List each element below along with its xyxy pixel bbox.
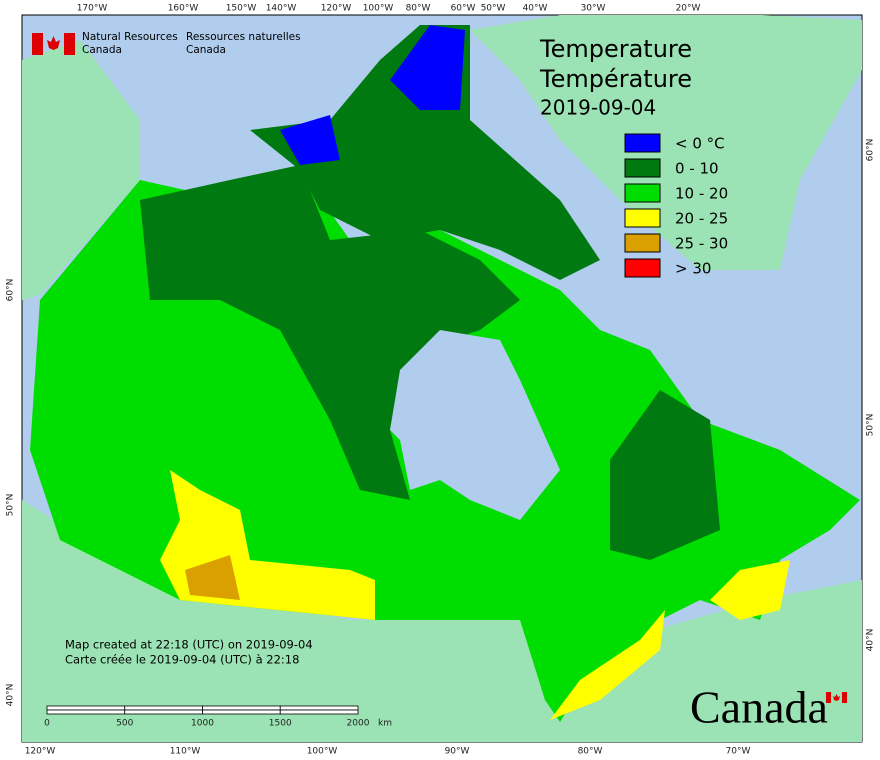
legend-label: < 0 °C [675, 135, 725, 153]
date: 2019-09-04 [540, 96, 656, 120]
graticule-label: 40°W [523, 4, 548, 14]
scale-bar: 0 500 1000 1500 2000 km [44, 705, 392, 729]
graticule-label: 140°W [266, 4, 297, 14]
graticule-label: 160°W [168, 4, 199, 14]
wordmark-flag [826, 692, 847, 703]
graticule-label: 50°W [481, 4, 506, 14]
scale-label: 2000 [347, 719, 370, 729]
legend-swatch [624, 233, 661, 253]
graticule-label: 170°W [77, 4, 108, 14]
graticule-label: 100°W [307, 747, 338, 757]
land [22, 15, 862, 742]
scale-segment [124, 709, 203, 715]
scale-segment [279, 709, 359, 715]
graticule-label: 110°W [170, 747, 201, 757]
scale-label: 0 [44, 719, 50, 729]
graticule-label: 150°W [226, 4, 257, 14]
legend-swatch [624, 158, 661, 178]
scale-segment [46, 709, 126, 715]
graticule-label: 120°W [25, 747, 56, 757]
graticule-label: 80°W [406, 4, 431, 14]
graticule-label: 90°W [445, 747, 470, 757]
wordmark: Canada [690, 682, 828, 733]
graticule-label: 60°N [866, 139, 876, 162]
scale-unit: km [378, 719, 392, 729]
legend-label: 25 - 30 [675, 235, 728, 253]
legend-swatch [624, 183, 661, 203]
graticule-label: 20°W [676, 4, 701, 14]
graticule-label: 30°W [581, 4, 606, 14]
legend-swatch [624, 258, 661, 278]
note: Map created at 22:18 (UTC) on 2019-09-04 [65, 638, 313, 652]
legend-label: 20 - 25 [675, 210, 728, 228]
graticule-label: 70°W [726, 747, 751, 757]
title: Température [539, 65, 692, 93]
scale-segment [202, 709, 281, 715]
title: Temperature [539, 35, 692, 63]
graticule-label: 40°N [6, 684, 16, 707]
graticule-label: 100°W [363, 4, 394, 14]
legend-label: 0 - 10 [675, 160, 719, 178]
agency-en: Natural Resources [82, 31, 178, 43]
legend-swatch [624, 133, 661, 153]
graticule-label: 40°N [866, 629, 876, 652]
legend-label: > 30 [675, 260, 711, 278]
nrcan-logo [32, 33, 75, 55]
graticule-label: 50°N [866, 414, 876, 437]
legend-swatch [624, 208, 661, 228]
graticule-label: 120°W [321, 4, 352, 14]
graticule-label: 60°N [6, 279, 16, 302]
scale-segment [124, 705, 203, 711]
graticule-label: 60°W [451, 4, 476, 14]
scale-label: 1000 [191, 719, 214, 729]
agency-en: Canada [82, 44, 122, 56]
legend-label: 10 - 20 [675, 185, 728, 203]
graticule-label: 80°W [578, 747, 603, 757]
scale-segment [46, 705, 126, 711]
graticule-label: 50°N [6, 494, 16, 517]
scale-segment [279, 705, 359, 711]
scale-label: 500 [116, 719, 133, 729]
scale-label: 1500 [269, 719, 292, 729]
agency-fr: Canada [186, 44, 226, 56]
scale-segment [202, 705, 281, 711]
note: Carte créée le 2019-09-04 (UTC) à 22:18 [65, 653, 299, 667]
agency-fr: Ressources naturelles [186, 31, 301, 43]
